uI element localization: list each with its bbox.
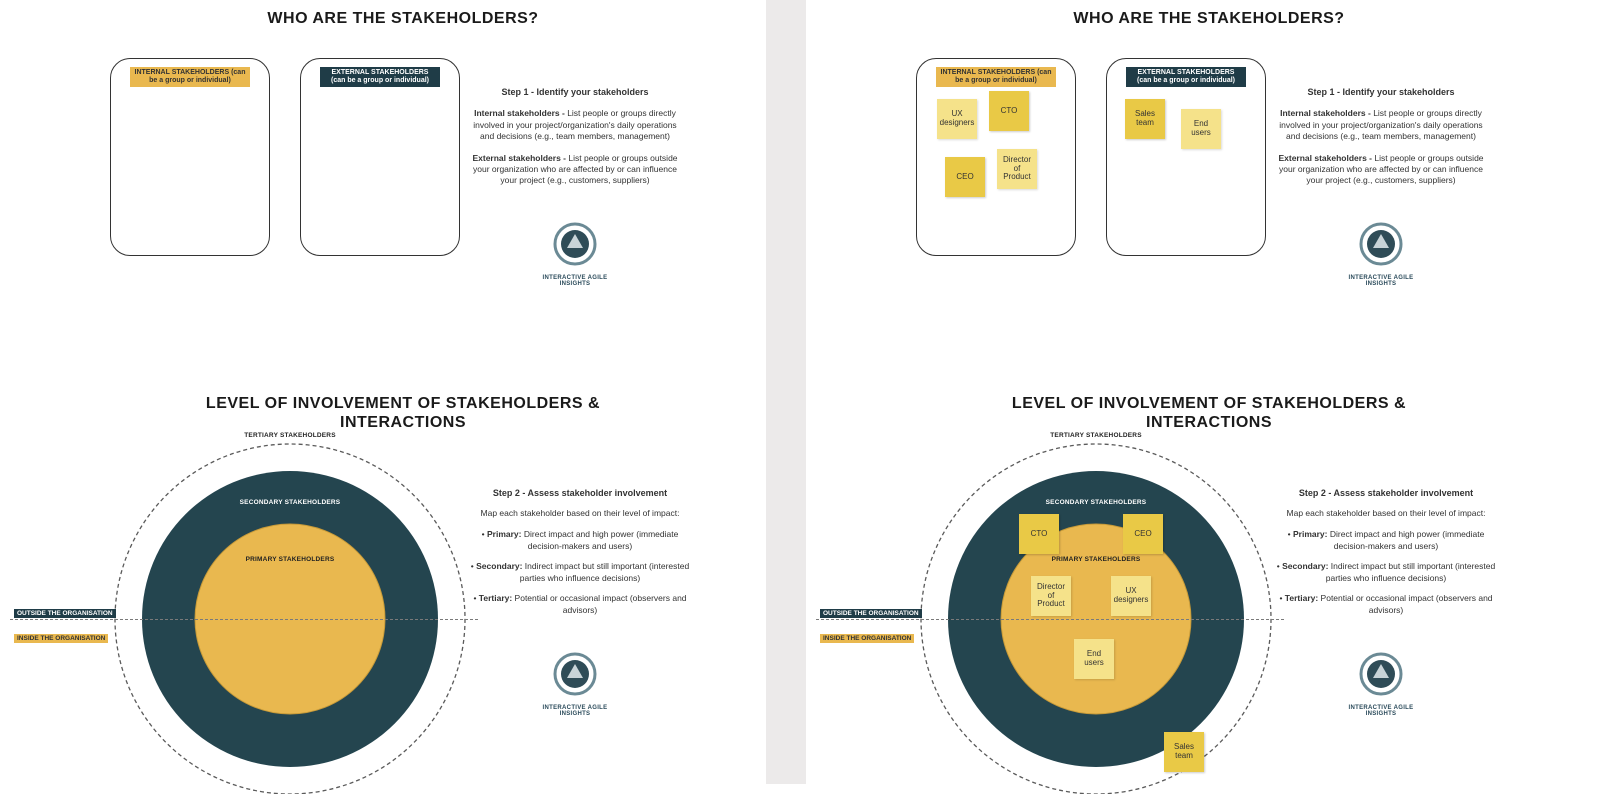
external-box: EXTERNAL STAKEHOLDERS (can be a group or…: [300, 58, 460, 256]
logo-block-1: INTERACTIVE AGILE INSIGHTS: [540, 222, 610, 287]
stakeholder-boxes: INTERNAL STAKEHOLDERS (can be a group or…: [916, 58, 1266, 256]
sticky-note[interactable]: UX designers: [1111, 576, 1151, 616]
logo-block-3: INTERACTIVE AGILE INSIGHTS: [1346, 222, 1416, 287]
step1-instructions: Step 1 - Identify your stakeholders Inte…: [1276, 86, 1486, 197]
sticky-note[interactable]: CTO: [989, 91, 1029, 131]
step2-instructions: Step 2 - Assess stakeholder involvement …: [470, 487, 690, 625]
logo-caption: INTERACTIVE AGILE INSIGHTS: [540, 705, 610, 717]
internal-box: INTERNAL STAKEHOLDERS (can be a group or…: [916, 58, 1076, 256]
external-box: EXTERNAL STAKEHOLDERS (can be a group or…: [1106, 58, 1266, 256]
left-template: WHO ARE THE STAKEHOLDERS? INTERNAL STAKE…: [0, 0, 806, 784]
step2-title: Step 2 - Assess stakeholder involvement: [1276, 487, 1496, 500]
stakeholder-boxes: INTERNAL STAKEHOLDERS (can be a group or…: [110, 58, 460, 256]
logo-caption: INTERACTIVE AGILE INSIGHTS: [1346, 705, 1416, 717]
title-line1: LEVEL OF INVOLVEMENT OF STAKEHOLDERS &: [1012, 395, 1406, 412]
logo-block-4: INTERACTIVE AGILE INSIGHTS: [1346, 652, 1416, 717]
internal-box-label: INTERNAL STAKEHOLDERS (can be a group or…: [936, 67, 1056, 87]
section-identify-left: WHO ARE THE STAKEHOLDERS? INTERNAL STAKE…: [0, 0, 806, 392]
internal-lead: Internal stakeholders -: [1280, 108, 1373, 118]
sticky-note[interactable]: CEO: [945, 157, 985, 197]
sticky-note[interactable]: CEO: [1123, 514, 1163, 554]
secondary-label: SECONDARY STAKEHOLDERS: [230, 499, 350, 506]
sticky-note[interactable]: End users: [1181, 109, 1221, 149]
sticky-note[interactable]: Director of Product: [1031, 576, 1071, 616]
internal-lead: Internal stakeholders -: [474, 108, 567, 118]
logo-caption: INTERACTIVE AGILE INSIGHTS: [1346, 275, 1416, 287]
page-title: WHO ARE THE STAKEHOLDERS?: [806, 10, 1612, 28]
step1-instructions: Step 1 - Identify your stakeholders Inte…: [470, 86, 680, 197]
impact-list: Primary: Direct impact and high power (i…: [470, 529, 690, 616]
external-box-label: EXTERNAL STAKEHOLDERS (can be a group or…: [320, 67, 440, 87]
inside-org-label: INSIDE THE ORGANISATION: [14, 634, 108, 643]
logo-block-2: INTERACTIVE AGILE INSIGHTS: [540, 652, 610, 717]
org-divider-line: [10, 619, 478, 620]
inside-org-label: INSIDE THE ORGANISATION: [820, 634, 914, 643]
sticky-note[interactable]: Director of Product: [997, 149, 1037, 189]
org-divider-line: [816, 619, 1284, 620]
step2-intro: Map each stakeholder based on their leve…: [1276, 508, 1496, 520]
impact-list: Primary: Direct impact and high power (i…: [1276, 529, 1496, 616]
sticky-note[interactable]: UX designers: [937, 99, 977, 139]
step2-title: Step 2 - Assess stakeholder involvement: [470, 487, 690, 500]
outside-org-label: OUTSIDE THE ORGANISATION: [820, 609, 922, 618]
brand-logo-icon: [553, 652, 597, 696]
sticky-note[interactable]: Sales team: [1125, 99, 1165, 139]
step2-intro: Map each stakeholder based on their leve…: [470, 508, 690, 520]
internal-box: INTERNAL STAKEHOLDERS (can be a group or…: [110, 58, 270, 256]
secondary-label: SECONDARY STAKEHOLDERS: [1036, 499, 1156, 506]
internal-box-label: INTERNAL STAKEHOLDERS (can be a group or…: [130, 67, 250, 87]
right-example: WHO ARE THE STAKEHOLDERS? INTERNAL STAKE…: [806, 0, 1612, 784]
section-involvement-right: LEVEL OF INVOLVEMENT OF STAKEHOLDERS & I…: [806, 392, 1612, 784]
brand-logo-icon: [1359, 652, 1403, 696]
sticky-note[interactable]: CTO: [1019, 514, 1059, 554]
primary-label: PRIMARY STAKEHOLDERS: [1041, 556, 1151, 563]
page-title: WHO ARE THE STAKEHOLDERS?: [0, 10, 806, 28]
logo-caption: INTERACTIVE AGILE INSIGHTS: [540, 275, 610, 287]
section-identify-right: WHO ARE THE STAKEHOLDERS? INTERNAL STAKE…: [806, 0, 1612, 392]
external-lead: External stakeholders -: [472, 153, 568, 163]
tertiary-label: TERTIARY STAKEHOLDERS: [235, 432, 345, 439]
primary-label: PRIMARY STAKEHOLDERS: [235, 556, 345, 563]
tertiary-label: TERTIARY STAKEHOLDERS: [1041, 432, 1151, 439]
title-line1: LEVEL OF INVOLVEMENT OF STAKEHOLDERS &: [206, 395, 600, 412]
sticky-note[interactable]: Sales team: [1164, 732, 1204, 772]
section-involvement-left: LEVEL OF INVOLVEMENT OF STAKEHOLDERS & I…: [0, 392, 806, 784]
brand-logo-icon: [553, 222, 597, 266]
external-lead: External stakeholders -: [1278, 153, 1374, 163]
brand-logo-icon: [1359, 222, 1403, 266]
step1-title: Step 1 - Identify your stakeholders: [1276, 86, 1486, 98]
sticky-note[interactable]: End users: [1074, 639, 1114, 679]
external-box-label: EXTERNAL STAKEHOLDERS (can be a group or…: [1126, 67, 1246, 87]
outside-org-label: OUTSIDE THE ORGANISATION: [14, 609, 116, 618]
step2-instructions: Step 2 - Assess stakeholder involvement …: [1276, 487, 1496, 625]
step1-title: Step 1 - Identify your stakeholders: [470, 86, 680, 98]
